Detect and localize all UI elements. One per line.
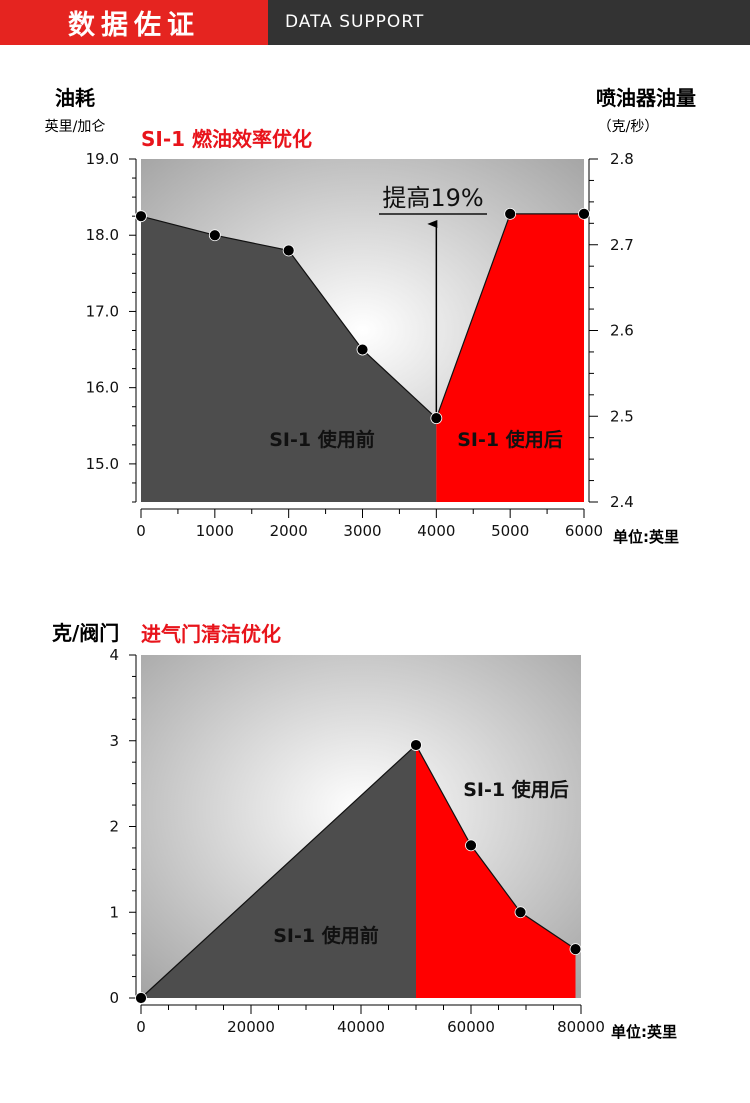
data-point (578, 207, 590, 220)
x-tick-label: 0 (136, 522, 146, 540)
x-tick-label: 5000 (491, 522, 529, 540)
x-tick-label: 4000 (417, 522, 455, 540)
series-area-before (141, 216, 437, 502)
data-point (430, 412, 443, 425)
series-area-after (416, 745, 576, 998)
chart-fuel: 15.0 16.0 17.0 18.0 19.0 2.4 2.5 2.6 2.7 2.8 0 1000… (45, 86, 696, 546)
data-point (410, 739, 422, 751)
series-area-after (436, 213, 584, 502)
series-label-before: SI-1 使用前 (273, 924, 378, 947)
x-tick-label: 20000 (227, 1018, 275, 1036)
y-tick-label: 19.0 (86, 150, 119, 168)
header-title-cn: 数据佐证 (0, 0, 268, 45)
y-tick-label: 2 (109, 818, 119, 836)
y-tick-label: 18.0 (86, 226, 119, 244)
y-tick-label: 3 (109, 732, 119, 750)
y2-axis-unit: （克/秒） (598, 119, 659, 135)
series-label-after: SI-1 使用后 (457, 429, 562, 451)
x-tick-label: 60000 (447, 1018, 495, 1036)
x-tick-label: 2000 (270, 522, 308, 540)
y-tick-label: 16.0 (86, 379, 119, 397)
x-tick-label: 1000 (196, 522, 234, 540)
chart-title: SI-1 燃油效率优化 (141, 127, 312, 151)
y-tick-label: 17.0 (86, 302, 119, 320)
annotation-text: 提高19% (382, 184, 483, 212)
series-label-after: SI-1 使用后 (463, 779, 568, 801)
y2-tick-label: 2.6 (610, 322, 634, 340)
y-tick-label: 1 (109, 903, 119, 921)
data-point (208, 229, 221, 242)
x-axis-label: 单位:英里 (611, 1023, 677, 1041)
y-tick-label: 0 (109, 989, 119, 1007)
header-title-en: DATA SUPPORT (285, 12, 425, 32)
y-axis-label: 克/阀门 (52, 621, 119, 645)
header-bar: 数据佐证 DATA SUPPORT (0, 0, 750, 45)
y-tick-label: 15.0 (86, 455, 119, 473)
data-point (465, 839, 477, 852)
y2-tick-label: 2.8 (610, 150, 634, 168)
data-point (569, 943, 582, 956)
x-tick-label: 40000 (337, 1018, 385, 1036)
x-tick-label: 6000 (565, 522, 603, 540)
series-label-before: SI-1 使用前 (269, 428, 374, 451)
chart-title: 进气门清洁优化 (141, 622, 281, 646)
data-point (282, 244, 295, 257)
x-tick-label: 0 (136, 1018, 146, 1036)
data-point (135, 992, 147, 1004)
y2-tick-label: 2.5 (610, 407, 634, 425)
y-axis-unit: 英里/加仑 (45, 118, 106, 135)
y2-axis-label: 喷油器油量 (596, 86, 696, 110)
data-point (514, 906, 527, 919)
y-tick-label: 4 (109, 646, 119, 664)
data-point (504, 207, 517, 220)
x-axis-label: 单位:英里 (613, 528, 679, 546)
x-tick-label: 3000 (343, 522, 381, 540)
data-point (356, 343, 369, 356)
series-line-after (415, 744, 576, 950)
series-line-before (140, 744, 417, 999)
y2-tick-label: 2.4 (610, 493, 634, 511)
data-point (135, 210, 147, 223)
y2-tick-label: 2.7 (610, 236, 634, 254)
x-tick-label: 80000 (557, 1018, 605, 1036)
y-axis-label: 油耗 (55, 86, 95, 110)
